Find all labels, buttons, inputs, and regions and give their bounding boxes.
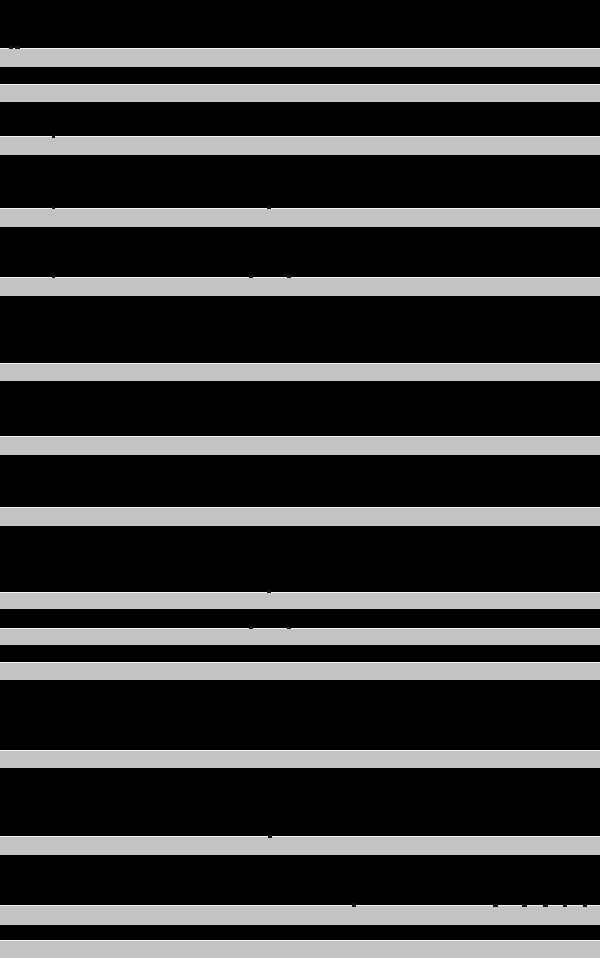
speck-mark-11 <box>287 626 291 629</box>
speck-mark-15 <box>522 903 527 907</box>
speck-mark-5 <box>267 206 271 209</box>
stripe-row-6 <box>0 363 600 381</box>
stripe-row-11 <box>0 662 600 680</box>
speck-mark-10 <box>249 626 253 629</box>
stripe-row-5 <box>0 277 600 296</box>
speck-mark-14 <box>493 903 498 907</box>
speck-mark-13 <box>352 903 356 907</box>
stripe-row-3 <box>0 136 600 155</box>
stripe-row-1 <box>0 47 600 67</box>
speck-mark-18 <box>583 903 587 907</box>
stripe-row-8 <box>0 507 600 526</box>
stripe-row-15 <box>0 940 600 958</box>
speck-mark-3 <box>52 135 55 138</box>
speck-mark-7 <box>249 275 253 278</box>
stripe-row-4 <box>0 207 600 227</box>
speck-mark-16 <box>543 903 548 907</box>
speck-mark-12 <box>268 834 272 838</box>
speck-mark-4 <box>52 206 55 209</box>
speck-mark-8 <box>287 275 291 278</box>
stripe-row-10 <box>0 627 600 645</box>
stripe-row-7 <box>0 436 600 455</box>
speck-mark-2 <box>15 45 20 49</box>
stripe-row-13 <box>0 836 600 855</box>
stripe-row-14 <box>0 905 600 925</box>
stripe-row-9 <box>0 591 600 609</box>
speck-mark-17 <box>563 903 567 907</box>
stripe-row-12 <box>0 750 600 768</box>
stripe-row-2 <box>0 84 600 102</box>
speck-mark-6 <box>52 275 55 278</box>
speck-mark-9 <box>267 590 271 593</box>
speck-mark-1 <box>9 45 13 49</box>
